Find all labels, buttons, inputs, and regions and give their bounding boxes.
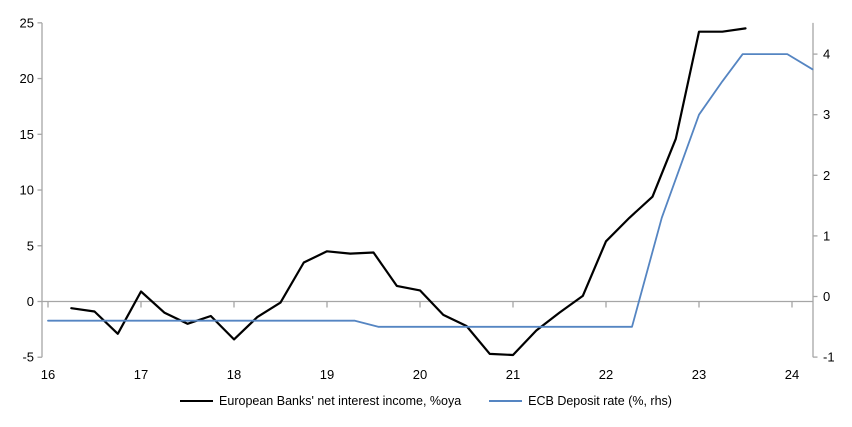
chart-legend: European Banks' net interest income, %oy… <box>0 394 852 408</box>
x-axis-tick-label: 21 <box>506 367 520 382</box>
y-axis-left-tick-label: 5 <box>27 238 34 253</box>
y-axis-left-tick-label: 10 <box>20 183 34 198</box>
x-axis-tick-label: 19 <box>320 367 334 382</box>
x-axis-tick-label: 24 <box>785 367 799 382</box>
y-axis-left-tick-label: 25 <box>20 15 34 30</box>
y-axis-left-tick-label: -5 <box>22 350 34 365</box>
y-axis-right-tick-label: 1 <box>823 228 830 243</box>
x-axis-tick-label: 23 <box>692 367 706 382</box>
nii-line-swatch <box>180 400 214 402</box>
x-axis-tick-label: 22 <box>599 367 613 382</box>
x-axis-tick-label: 18 <box>227 367 241 382</box>
ecb-line-swatch <box>489 400 523 402</box>
x-axis-tick-label: 16 <box>41 367 55 382</box>
y-axis-left-tick-label: 0 <box>27 294 34 309</box>
y-axis-right-tick-label: 4 <box>823 47 830 62</box>
x-axis-tick-label: 17 <box>134 367 148 382</box>
nii-line <box>70 27 747 357</box>
y-axis-right-tick-label: -1 <box>823 350 835 365</box>
y-axis-right-tick-label: 2 <box>823 168 830 183</box>
y-axis-right-tick-label: 0 <box>823 289 830 304</box>
legend-item-ecb-deposit-rate: ECB Deposit rate (%, rhs) <box>489 394 672 408</box>
y-axis-left-tick-label: 20 <box>20 71 34 86</box>
ecb-deposit-rate-line <box>47 53 814 328</box>
y-axis-right-tick-label: 3 <box>823 107 830 122</box>
legend-item-net-interest-income: European Banks' net interest income, %oy… <box>180 394 461 408</box>
legend-label-nii: European Banks' net interest income, %oy… <box>219 394 462 408</box>
legend-label-ecb: ECB Deposit rate (%, rhs) <box>528 394 672 408</box>
y-axis-left-tick-label: 15 <box>20 127 34 142</box>
x-axis-tick-label: 20 <box>413 367 427 382</box>
